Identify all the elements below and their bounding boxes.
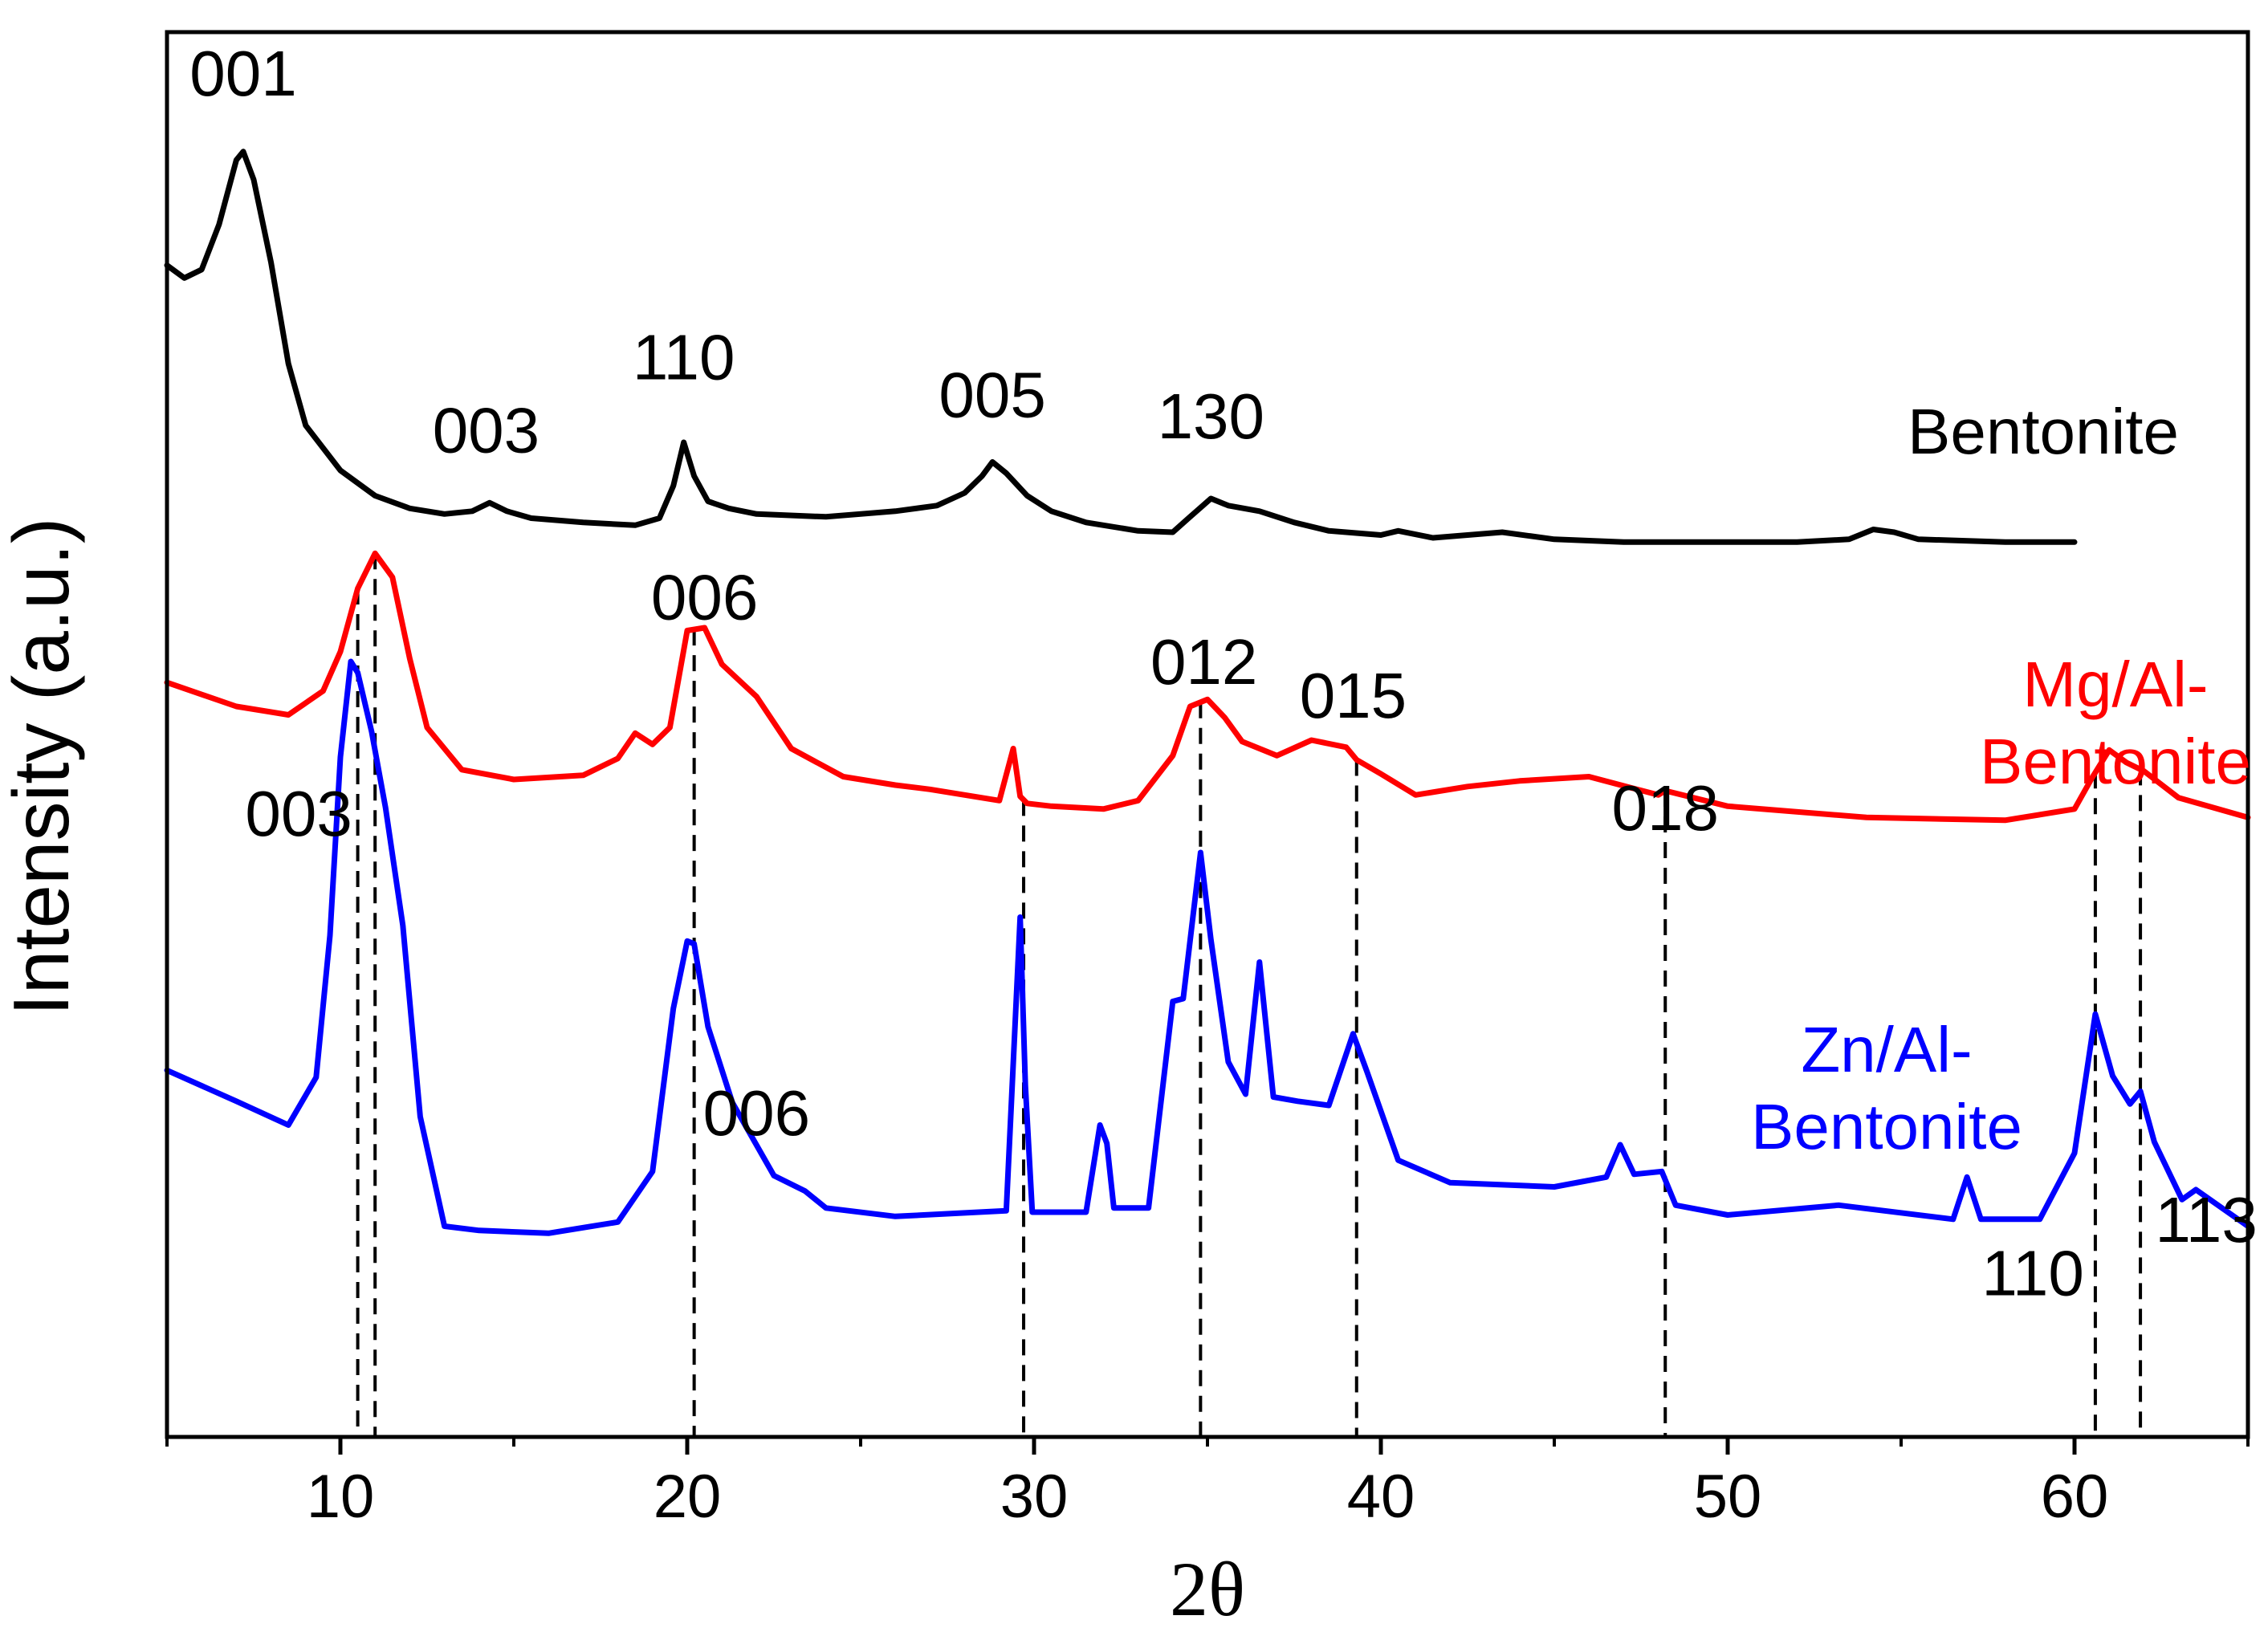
series-label-line: Bentonite (1980, 726, 2251, 797)
y-axis-label: Intensity (a.u.) (0, 518, 85, 1016)
peak-label-1: 003 (433, 394, 540, 466)
peak-label-11: 110 (1981, 1237, 2084, 1308)
x-tick-label-1: 20 (654, 1463, 722, 1531)
series-line-1 (164, 550, 2251, 824)
series-label-1: Mg/Al-Bentonite (1980, 649, 2251, 797)
x-tick-label-4: 50 (1694, 1463, 1762, 1531)
series-label-line: Mg/Al- (2022, 649, 2208, 720)
peak-label-7: 015 (1300, 660, 1407, 731)
peak-label-8: 018 (1611, 772, 1718, 844)
series-label-0: Bentonite (1908, 396, 2179, 467)
x-tick-label-5: 60 (2041, 1463, 2109, 1531)
series-label-line: Zn/Al- (1801, 1014, 1972, 1085)
peak-label-9: 003 (245, 778, 352, 849)
plot-frame (165, 30, 2250, 1439)
reference-lines (356, 553, 2143, 1437)
x-axis-label: 2θ (1170, 1546, 1245, 1632)
series-lines (164, 149, 2251, 1236)
series-label-line: Bentonite (1751, 1091, 2022, 1162)
peak-label-10: 006 (703, 1077, 810, 1149)
x-tick-label-0: 10 (307, 1463, 375, 1531)
series-line-0 (164, 149, 2078, 545)
peak-label-2: 110 (633, 321, 735, 393)
peak-label-12: 113 (2155, 1184, 2258, 1256)
x-tick-label-2: 30 (1000, 1463, 1069, 1531)
series-line-2 (164, 658, 2251, 1236)
peak-label-4: 130 (1158, 381, 1264, 452)
peak-label-0: 001 (189, 38, 296, 109)
peak-label-5: 006 (651, 562, 758, 633)
x-tick-label-3: 40 (1347, 1463, 1415, 1531)
series-label-2: Zn/Al-Bentonite (1751, 1014, 2022, 1162)
x-axis-ticks: 10 20 30 40 50 60 (165, 1437, 2250, 1531)
peak-labels: 001 003 110 005 130 006 012 015 018 003 006 110 113 (189, 38, 2258, 1309)
peak-label-3: 005 (939, 360, 1045, 431)
series-label-line: Bentonite (1908, 396, 2179, 467)
peak-label-6: 012 (1150, 626, 1257, 698)
